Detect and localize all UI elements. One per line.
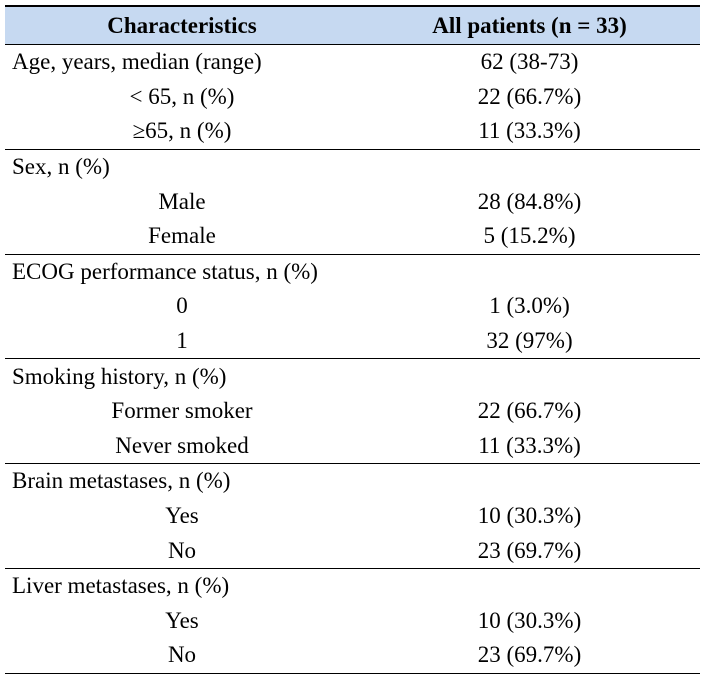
group-label: Smoking history, n (%) [12, 363, 227, 389]
item-value: 32 (97%) [359, 323, 700, 360]
header-cell: Characteristics [5, 5, 359, 45]
group-label: Age, years, median (range) [12, 49, 262, 75]
item-value: 11 (33.3%) [359, 114, 700, 150]
item-label: No [5, 533, 359, 569]
group-label: Liver metastases, n (%) [12, 573, 230, 599]
item-value: 5 (15.2%) [359, 218, 700, 255]
item-row: 0 1 (3.0%) [5, 289, 700, 324]
group-value [359, 149, 700, 184]
item-value: 23 (69.7%) [359, 638, 700, 674]
item-label: No [5, 638, 359, 674]
item-label: Female [5, 218, 359, 255]
item-row: Yes 10 (30.3%) [5, 499, 700, 534]
item-row: Former smoker 22 (66.7%) [5, 394, 700, 429]
group-row: Liver metastases, n (%) [5, 568, 700, 603]
item-row: ≥65, n (%) 11 (33.3%) [5, 114, 700, 150]
group-label: Sex, n (%) [12, 154, 110, 180]
item-label: Yes [165, 607, 199, 633]
item-label: 1 [5, 323, 359, 360]
item-row: Yes 10 (30.3%) [5, 604, 700, 639]
item-label: 0 [176, 293, 188, 319]
item-label: Former smoker [111, 398, 253, 424]
item-row: < 65, n (%) 22 (66.7%) [5, 80, 700, 115]
group-value [359, 254, 700, 289]
item-row: Never smoked 11 (33.3%) [5, 428, 700, 465]
characteristics-table: Characteristics All patients (n = 33) Ag… [5, 5, 700, 674]
item-value: 10 (30.3%) [477, 607, 582, 633]
item-row: 1 32 (97%) [5, 323, 700, 360]
group-value [359, 568, 700, 603]
group-row: Smoking history, n (%) [5, 359, 700, 394]
item-label: Yes [165, 503, 199, 529]
item-row: No 23 (69.7%) [5, 638, 700, 674]
group-value: 62 (38-73) [480, 49, 579, 75]
item-value: 11 (33.3%) [359, 428, 700, 465]
group-value [359, 359, 700, 394]
group-row: Sex, n (%) [5, 149, 700, 184]
group-value [359, 464, 700, 499]
group-row: ECOG performance status, n (%) [5, 254, 700, 289]
group-row: Age, years, median (range) 62 (38-73) [5, 45, 700, 80]
item-value: 10 (30.3%) [477, 503, 582, 529]
table-body: Age, years, median (range) 62 (38-73) < 65… [5, 45, 700, 674]
item-value: 28 (84.8%) [477, 188, 582, 214]
item-value: 22 (66.7%) [477, 398, 582, 424]
group-label: ECOG performance status, n (%) [12, 258, 318, 284]
item-value: 22 (66.7%) [477, 83, 582, 109]
item-label: Never smoked [5, 428, 359, 465]
item-label: ≥65, n (%) [5, 114, 359, 150]
item-row: Female 5 (15.2%) [5, 218, 700, 255]
item-value: 1 (3.0%) [489, 293, 570, 319]
item-label: Male [158, 188, 206, 214]
header-cell: All patients (n = 33) [359, 5, 700, 45]
header-row: Characteristics All patients (n = 33) [5, 5, 700, 45]
item-row: Male 28 (84.8%) [5, 184, 700, 219]
group-row: Brain metastases, n (%) [5, 464, 700, 499]
item-row: No 23 (69.7%) [5, 533, 700, 569]
item-value: 23 (69.7%) [359, 533, 700, 569]
item-label: < 65, n (%) [129, 83, 235, 109]
group-label: Brain metastases, n (%) [12, 468, 231, 494]
